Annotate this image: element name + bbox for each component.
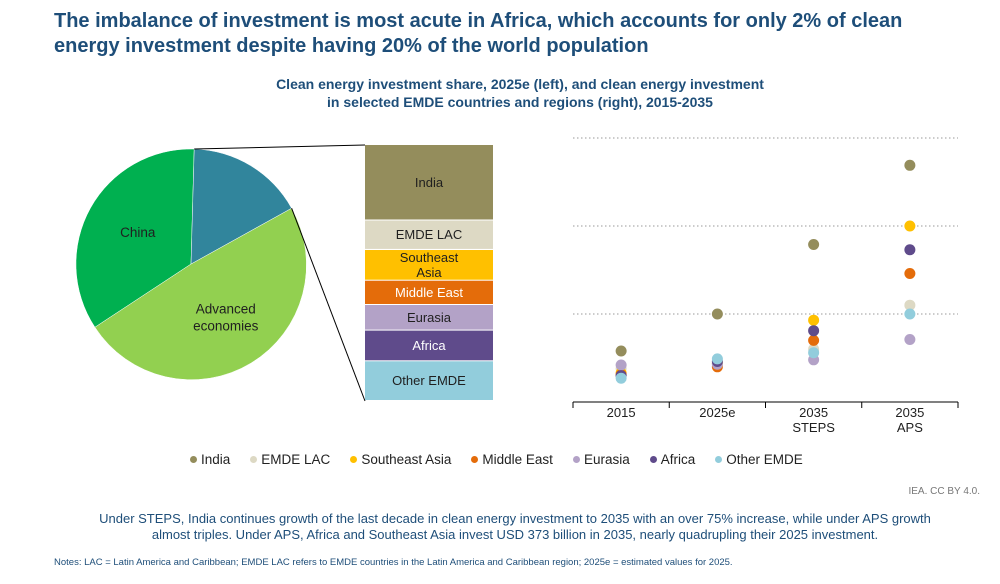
legend-swatch [471,455,479,463]
legend-swatch [715,455,723,463]
headline-line-2: energy investment despite having 20% of … [54,35,649,57]
subtitle-line-2: in selected EMDE countries and regions (… [327,94,713,110]
stack-segment-africa [365,330,493,361]
legend-swatch [190,455,197,463]
point-eurasia-2035-aps [904,334,916,345]
point-other-emde-2035-steps [808,347,820,359]
point-africa-2035-steps [808,325,820,337]
headline: The imbalance of investment is most acut… [54,9,954,59]
x-tick-label-2035-steps-line: STEPS [792,420,835,435]
stack-label-middle-east-line: Middle East [395,285,463,300]
legend-swatch [649,455,657,463]
legend-label: Africa [660,451,696,467]
pie-slice-china [75,148,195,328]
point-eurasia-2015 [615,359,627,371]
point-india-2035-steps [808,239,820,250]
legend-label: Southeast Asia [361,451,452,467]
connector-line-bottom [291,208,366,402]
point-southeast-asia-2035-aps [904,220,916,232]
pie-label-china: China [120,225,156,240]
x-tick-label-2035-aps: 2035 APS [895,405,924,435]
legend-item-other-emde: Other EMDE [715,450,803,468]
point-southeast-asia-2035-steps [808,314,820,326]
stack-segment-emde-lac [365,220,493,249]
legend-item-middle-east: Middle East [471,450,553,468]
chart-subtitle: Clean energy investment share, 2025e (le… [200,75,840,111]
legend-label: India [201,451,231,467]
x-tick-label-2035-steps-line: 2035 [799,405,828,420]
stack-label-southeast-asia-line: Southeast [400,250,459,265]
point-middle-east-2035-aps [904,268,916,279]
x-tick-label-2015: 2015 [607,405,636,420]
stack-segment-southeast-asia [365,250,493,280]
stack-label-eurasia-line: Eurasia [407,310,452,325]
caption-line-1: Under STEPS, India continues growth of t… [99,511,931,526]
point-india-2035-aps [904,159,916,171]
stack-label-india: India [415,175,444,190]
license-credit: IEA. CC BY 4.0. [908,486,980,497]
stack-segment-india [365,145,493,220]
headline-line-1: The imbalance of investment is most acut… [54,10,903,32]
caption-line-2: almost triples. Under APS, Africa and So… [151,527,879,542]
stack-label-india-line: India [415,175,444,190]
stack-label-eurasia: Eurasia [407,310,452,325]
caption: Under STEPS, India continues growth of t… [40,511,990,543]
x-tick-label-2025e: 2025e [699,405,735,420]
legend-swatch [350,455,358,463]
stack-label-southeast-asia: Southeast Asia [400,250,459,280]
legend-label: Middle East [482,451,553,467]
x-tick-label-2015-line: 2015 [607,405,636,420]
stack-label-africa-line: Africa [412,338,446,353]
stack-segment-eurasia [365,305,493,330]
legend-label: EMDE LAC [261,451,331,467]
stack-label-southeast-asia-line: Asia [416,265,442,280]
pie-slice-emde [190,148,292,265]
stack-label-other-emde-line: Other EMDE [392,373,466,388]
scatter-legend: India EMDE LAC Southeast Asia Middle East Eu… [190,450,910,468]
pie-label-advanced-economies: Advanced economies [193,302,259,334]
pie-label-china-line: China [120,225,156,240]
pie-label-advanced-economies-line: Advanced [196,302,256,317]
stack-segment-other-emde [365,361,493,400]
point-middle-east-2035-steps [808,334,820,346]
pie-label-advanced-economies-line: economies [193,319,259,334]
subtitle-line-1: Clean energy investment share, 2025e (le… [276,76,764,92]
legend-swatch [572,455,580,463]
notes: Notes: LAC = Latin America and Caribbean… [54,557,733,568]
connector-line-top [194,144,366,150]
x-tick-label-2035-steps: 2035 STEPS [792,405,835,435]
stack-segment-middle-east [365,280,493,304]
point-india-2025e [711,308,723,320]
legend-item-india: India [190,450,230,468]
stack-label-middle-east: Middle East [395,285,463,300]
point-africa-2035-aps [904,244,916,256]
stack-label-africa: Africa [412,338,446,353]
x-tick-label-2025e-line: 2025e [699,405,735,420]
point-india-2015 [615,345,627,357]
stack-label-emde-lac: EMDE LAC [396,227,462,242]
point-emde-lac-2035-aps [904,299,916,311]
legend-swatch [250,455,258,463]
point-other-emde-2035-aps [904,308,916,320]
legend-item-eurasia: Eurasia [572,450,630,468]
pie-slice-advanced-economies [94,207,307,380]
stack-label-other-emde: Other EMDE [392,373,466,388]
legend-label: Other EMDE [726,451,803,467]
stack-label-emde-lac-line: EMDE LAC [396,227,462,242]
legend-item-africa: Africa [649,450,696,468]
legend-item-emde-lac: EMDE LAC [250,450,330,468]
figure-canvas: Advanced economies China India EMDE LAC South… [75,137,959,435]
x-tick-label-2035-aps-line: 2035 [895,405,924,420]
point-other-emde-2025e [711,353,723,365]
point-other-emde-2015 [615,372,627,384]
legend-item-southeast-asia: Southeast Asia [350,450,451,468]
x-tick-label-2035-aps-line: APS [897,420,923,435]
legend-label: Eurasia [583,451,630,467]
